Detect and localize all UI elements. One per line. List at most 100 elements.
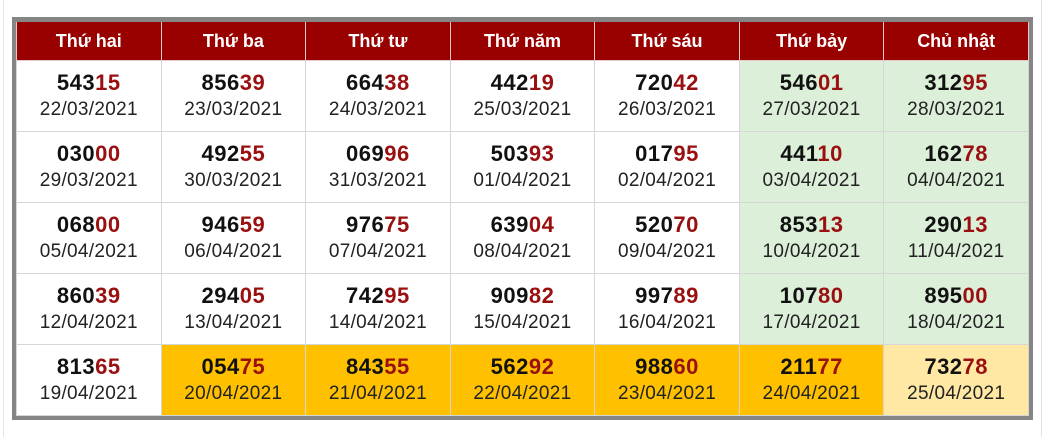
result-cell: 89500 18/04/2021 <box>883 273 1029 345</box>
result-number: 03000 <box>17 140 161 168</box>
result-cell: 66438 24/03/2021 <box>305 60 451 132</box>
table-row: 03000 29/03/2021 49255 30/03/2021 06996 31/03… <box>16 131 1029 203</box>
number-tail: 42 <box>673 70 699 95</box>
number-head: 294 <box>201 283 240 308</box>
number-tail: 70 <box>673 212 699 237</box>
table-row: 54315 22/03/2021 85639 23/03/2021 66438 24/03… <box>16 60 1029 132</box>
result-cell: 84355 21/04/2021 <box>305 344 451 416</box>
result-cell: 54315 22/03/2021 <box>16 60 162 132</box>
result-number: 94659 <box>162 211 306 239</box>
number-head: 069 <box>346 141 385 166</box>
number-tail: 55 <box>239 141 266 166</box>
result-number: 44219 <box>451 69 595 97</box>
result-cell: 74295 14/04/2021 <box>305 273 451 345</box>
number-tail: 04 <box>528 212 555 237</box>
number-tail: 00 <box>95 141 121 166</box>
number-head: 639 <box>490 212 529 237</box>
weekday-header: Thứ năm <box>449 22 596 61</box>
number-head: 017 <box>635 141 674 166</box>
number-tail: 78 <box>962 141 989 166</box>
result-cell: 52070 09/04/2021 <box>594 202 740 274</box>
number-head: 520 <box>635 212 674 237</box>
result-cell: 54601 27/03/2021 <box>738 60 885 132</box>
number-tail: 15 <box>95 70 121 95</box>
number-head: 312 <box>924 70 963 95</box>
number-head: 442 <box>490 70 529 95</box>
number-head: 860 <box>56 283 96 308</box>
result-cell: 29013 11/04/2021 <box>883 202 1029 274</box>
result-number: 52070 <box>595 211 739 239</box>
result-number: 73278 <box>884 353 1028 381</box>
number-tail: 13 <box>962 212 989 237</box>
result-cell: 16278 04/04/2021 <box>883 131 1029 203</box>
number-tail: 65 <box>95 354 121 379</box>
result-date: 27/03/2021 <box>762 99 861 120</box>
result-cell: 01795 02/04/2021 <box>594 131 740 203</box>
result-number: 99789 <box>595 282 739 310</box>
number-head: 054 <box>201 354 240 379</box>
number-head: 211 <box>780 354 818 379</box>
number-tail: 92 <box>528 354 555 379</box>
result-date: 24/04/2021 <box>762 383 861 404</box>
number-tail: 00 <box>95 212 121 237</box>
number-tail: 95 <box>384 283 410 308</box>
number-head: 068 <box>56 212 96 237</box>
result-date: 21/04/2021 <box>328 383 427 404</box>
result-number: 97675 <box>306 211 450 239</box>
result-date: 30/03/2021 <box>184 170 283 191</box>
number-head: 946 <box>201 212 240 237</box>
number-tail: 13 <box>817 212 844 237</box>
result-date: 18/04/2021 <box>907 312 1006 333</box>
result-cell: 05475 20/04/2021 <box>160 344 307 416</box>
result-cell: 72042 26/03/2021 <box>594 60 740 132</box>
result-date: 03/04/2021 <box>762 170 861 191</box>
result-number: 98860 <box>595 353 739 381</box>
result-number: 06996 <box>306 140 450 168</box>
result-cell: 31295 28/03/2021 <box>883 60 1029 132</box>
result-date: 12/04/2021 <box>39 312 138 333</box>
result-number: 63904 <box>451 211 595 239</box>
number-head: 853 <box>779 212 818 237</box>
number-head: 546 <box>779 70 818 95</box>
result-number: 54315 <box>17 69 161 97</box>
result-cell: 90982 15/04/2021 <box>449 273 596 345</box>
result-cell: 98860 23/04/2021 <box>594 344 740 416</box>
result-cell: 63904 08/04/2021 <box>449 202 596 274</box>
number-tail: 19 <box>528 70 555 95</box>
weekday-header: Thứ bảy <box>738 22 885 61</box>
result-cell: 06800 05/04/2021 <box>16 202 162 274</box>
result-number: 84355 <box>306 353 450 381</box>
number-head: 543 <box>56 70 96 95</box>
result-number: 50393 <box>451 140 595 168</box>
result-date: 04/04/2021 <box>907 170 1006 191</box>
number-head: 997 <box>635 283 674 308</box>
result-cell: 94659 06/04/2021 <box>160 202 307 274</box>
result-date: 24/03/2021 <box>328 99 427 120</box>
number-tail: 75 <box>384 212 410 237</box>
number-head: 742 <box>346 283 385 308</box>
result-date: 14/04/2021 <box>328 312 427 333</box>
result-cell: 85313 10/04/2021 <box>738 202 885 274</box>
number-tail: 80 <box>817 283 844 308</box>
number-head: 909 <box>490 283 529 308</box>
number-head: 720 <box>635 70 674 95</box>
number-tail: 39 <box>239 70 266 95</box>
weekday-header: Thứ hai <box>16 22 162 61</box>
number-head: 030 <box>56 141 96 166</box>
number-tail: 60 <box>673 354 699 379</box>
number-tail: 55 <box>384 354 410 379</box>
result-number: 81365 <box>17 353 161 381</box>
result-date: 31/03/2021 <box>328 170 427 191</box>
result-date: 08/04/2021 <box>473 241 572 262</box>
number-head: 664 <box>346 70 385 95</box>
result-date: 23/04/2021 <box>617 383 717 404</box>
result-cell: 03000 29/03/2021 <box>16 131 162 203</box>
number-tail: 10 <box>817 141 843 166</box>
number-head: 162 <box>924 141 963 166</box>
result-date: 11/04/2021 <box>907 241 1005 262</box>
result-date: 16/04/2021 <box>617 312 717 333</box>
number-tail: 05 <box>239 283 266 308</box>
result-cell: 81365 19/04/2021 <box>16 344 162 416</box>
number-tail: 93 <box>528 141 555 166</box>
result-number: 86039 <box>17 282 161 310</box>
